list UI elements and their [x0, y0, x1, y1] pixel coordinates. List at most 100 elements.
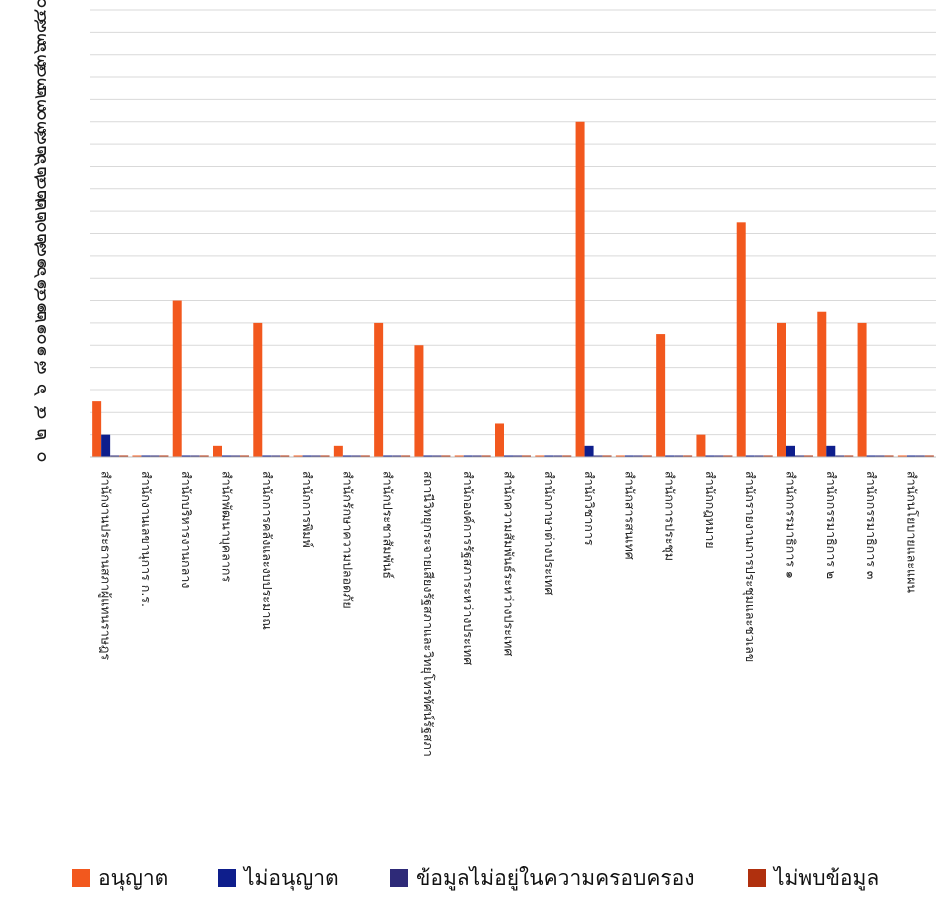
- bar: [844, 455, 854, 457]
- y-tick-label: ๓๔: [29, 63, 51, 90]
- bar: [141, 455, 151, 457]
- legend-label: ไม่อนุญาต: [242, 866, 339, 891]
- bar: [150, 455, 160, 457]
- bar: [472, 455, 482, 457]
- bar: [231, 455, 240, 457]
- bar: [665, 455, 675, 457]
- y-tick-label: ๓๖: [29, 42, 51, 67]
- bar: [714, 455, 724, 457]
- bar: [736, 222, 746, 457]
- x-tick-label: สำนักสารสนเทศ: [622, 471, 637, 560]
- bar: [280, 455, 290, 457]
- legend-label: อนุญาต: [98, 866, 168, 891]
- bar: [857, 322, 867, 457]
- bar: [915, 455, 925, 457]
- bar: [513, 455, 522, 457]
- bar: [181, 455, 191, 457]
- bar: [786, 445, 795, 457]
- bar: [777, 322, 786, 457]
- bar: [262, 455, 272, 457]
- bar: [495, 423, 504, 457]
- bar: [924, 455, 934, 457]
- bar: [132, 455, 142, 457]
- legend-label: ข้อมูลไม่อยู่ในความครอบครอง: [416, 866, 695, 891]
- legend-swatch: [390, 869, 408, 887]
- bar: [906, 455, 916, 457]
- bar: [351, 455, 361, 457]
- legend: อนุญาต ไม่อนุญาต ข้อมูลไม่อยู่ในความครอบคร…: [72, 866, 879, 891]
- bar: [253, 322, 263, 457]
- bar: [683, 455, 693, 457]
- x-tick-label: สำนักรักษาความปลอดภัย: [340, 471, 355, 609]
- bar: [584, 445, 594, 457]
- x-tick-label: สำนักประชาสัมพันธ์: [381, 471, 396, 579]
- bar: [754, 455, 764, 457]
- x-tick-label: สำนักภาษาต่างประเทศ: [542, 471, 557, 595]
- bar: [615, 455, 625, 457]
- bar: [866, 455, 876, 457]
- x-tick-label: สำนักงานเลขานุการ ก.ร.: [138, 471, 154, 607]
- bar: [432, 455, 442, 457]
- bar: [504, 455, 513, 457]
- bar: [817, 311, 827, 457]
- x-tick-label: สำนักการคลังและงบประมาณ: [260, 471, 275, 630]
- legend-swatch: [72, 869, 90, 887]
- bars: [92, 121, 934, 457]
- x-tick-label: สำนักนโยบายและแผน: [904, 471, 919, 593]
- bar: [723, 455, 733, 457]
- bar: [544, 455, 554, 457]
- x-tick-label: สำนักกรรมาธิการ ๓: [864, 471, 879, 579]
- bar: [383, 455, 393, 457]
- bar: [342, 455, 352, 457]
- bar: [674, 455, 684, 457]
- legend-label: ไม่พบข้อมูล: [772, 866, 879, 891]
- bar: [190, 455, 200, 457]
- legend-swatch: [218, 869, 236, 887]
- bar: [642, 455, 652, 457]
- bar: [92, 401, 102, 457]
- y-tick-label: ๑๖: [29, 266, 51, 290]
- y-tick-label: ๓๒: [29, 87, 51, 113]
- bar: [763, 455, 773, 457]
- bar: [240, 455, 249, 457]
- bar: [553, 455, 563, 457]
- bar: [481, 455, 491, 457]
- bar: [463, 455, 473, 457]
- bar: [454, 455, 464, 457]
- bar: [414, 345, 424, 457]
- bar: [875, 455, 885, 457]
- bar: [705, 455, 715, 457]
- y-tick-label: ๑๐: [29, 333, 51, 357]
- bar: [199, 455, 209, 457]
- x-tick-label: สำนักกรรมาธิการ ๑: [784, 471, 799, 579]
- bar: [311, 455, 321, 457]
- y-tick-label: ๒๘: [29, 131, 51, 158]
- bar: [441, 455, 451, 457]
- y-tick-label: ๒: [29, 428, 51, 441]
- bar: [835, 455, 845, 457]
- bar: [271, 455, 281, 457]
- x-tick-label: สำนักรายงานการประชุมและชวเลข: [742, 471, 758, 662]
- x-tick-label: สำนักพัฒนาบุคลากร: [219, 471, 235, 582]
- x-tick-label: สำนักกฎหมาย: [703, 471, 718, 549]
- bar: [119, 455, 129, 457]
- bar: [172, 300, 182, 457]
- bar: [593, 455, 603, 457]
- y-tick-label: ๓๐: [29, 109, 51, 134]
- bar: [624, 455, 634, 457]
- x-axis: สำนักงานประธานสภาผู้แทนราษฎร สำนักงานเลขา…: [98, 471, 920, 757]
- bar: [826, 445, 836, 457]
- x-tick-label: สำนักการประชุม: [662, 471, 678, 561]
- y-tick-label: ๑๘: [29, 242, 51, 269]
- bar: [101, 434, 111, 457]
- y-tick-label: ๔๐: [29, 0, 51, 23]
- y-tick-label: ๒๐: [29, 221, 51, 245]
- bar: [696, 434, 706, 457]
- x-tick-label: สำนักบริหารงานกลาง: [179, 471, 194, 588]
- bar: [633, 455, 643, 457]
- bar: [159, 455, 169, 457]
- bar: [804, 455, 813, 457]
- bar: [745, 455, 755, 457]
- y-tick-label: ๖: [29, 384, 51, 396]
- y-tick-label: ๓๘: [29, 19, 51, 47]
